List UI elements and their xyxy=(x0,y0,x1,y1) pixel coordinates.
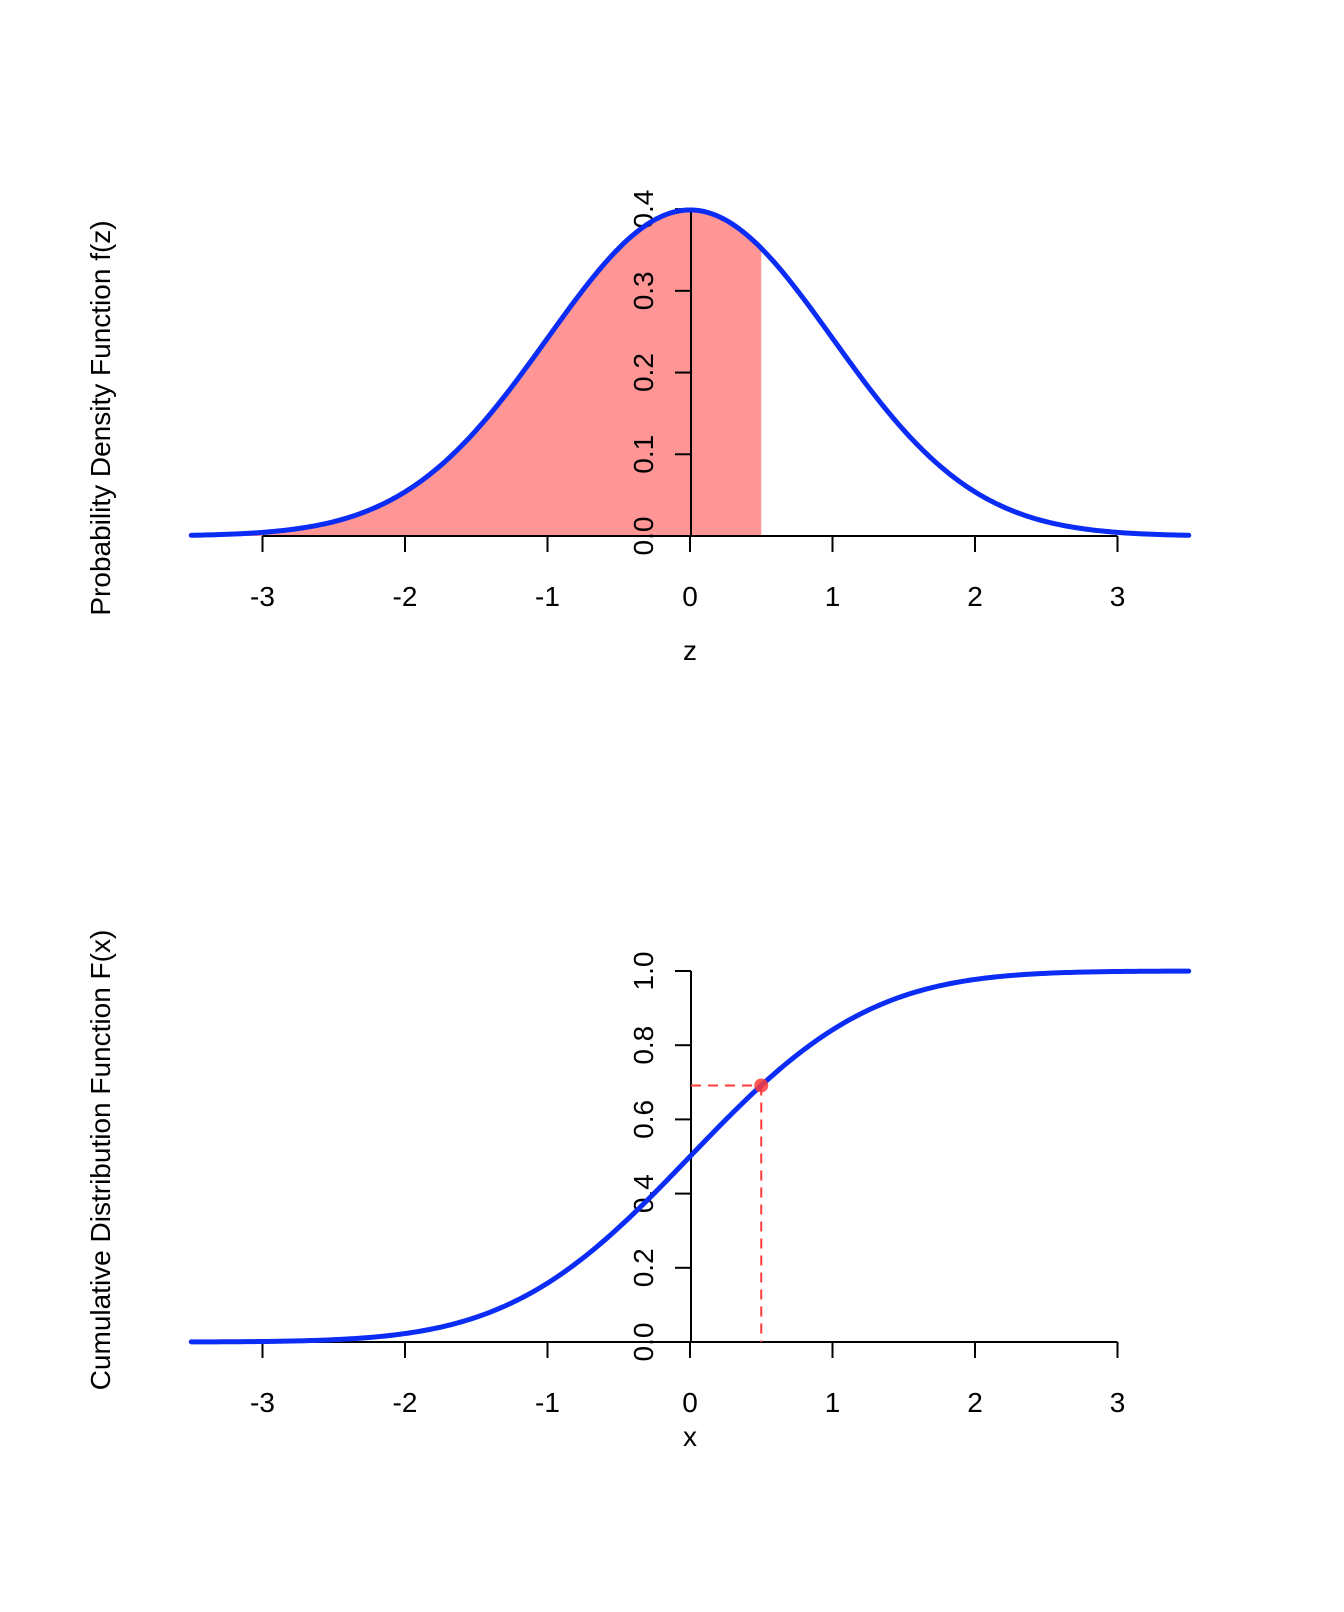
pdf-y-tick-label: 0.0 xyxy=(628,517,659,556)
pdf-x-tick-label: 2 xyxy=(967,581,983,612)
cdf-y-tick-label: 0.8 xyxy=(628,1026,659,1065)
pdf-y-tick-label: 0.2 xyxy=(628,353,659,392)
pdf-x-tick-label: 1 xyxy=(825,581,841,612)
pdf-panel: -3 -2 -1 0 1 2 30.00.10.20.30.4 z Probability … xyxy=(85,190,1192,666)
cdf-axes: -3 -2 -1 0 1 2 30.00.20.40.60.81.0 xyxy=(250,952,1125,1418)
cdf-x-tick-label: -1 xyxy=(535,1387,560,1418)
cdf-panel: -3 -2 -1 0 1 2 30.00.20.40.60.81.0 x Cumulativ… xyxy=(85,930,1192,1452)
cdf-y-tick-label: 0.2 xyxy=(628,1248,659,1287)
cdf-y-tick-label: 0.6 xyxy=(628,1100,659,1139)
cdf-x-tick-label: -3 xyxy=(250,1387,275,1418)
cdf-x-tick-label: 0 xyxy=(682,1387,698,1418)
pdf-y-tick-label: 0.3 xyxy=(628,271,659,310)
cdf-curve xyxy=(188,968,1192,1345)
cdf-x-tick-label: 1 xyxy=(825,1387,841,1418)
cdf-y-axis-title: Cumulative Distribution Function F(x) xyxy=(85,930,116,1391)
cdf-y-tick-label: 0.0 xyxy=(628,1323,659,1362)
cdf-highlight-point xyxy=(754,1078,769,1093)
cdf-y-tick-label: 1.0 xyxy=(628,952,659,991)
pdf-x-tick-label: 0 xyxy=(682,581,698,612)
cdf-x-tick-label: 2 xyxy=(967,1387,983,1418)
pdf-y-tick-label: 0.1 xyxy=(628,435,659,474)
pdf-x-tick-label: 3 xyxy=(1110,581,1126,612)
cdf-x-tick-label: 3 xyxy=(1110,1387,1126,1418)
cdf-x-tick-label: -2 xyxy=(393,1387,418,1418)
pdf-x-tick-label: -1 xyxy=(535,581,560,612)
pdf-axes: -3 -2 -1 0 1 2 30.00.10.20.30.4 xyxy=(250,190,1125,612)
pdf-y-axis-title: Probability Density Function f(z) xyxy=(85,220,116,615)
pdf-shaded-area xyxy=(191,209,762,536)
pdf-curve xyxy=(188,207,1192,538)
pdf-x-tick-label: -3 xyxy=(250,581,275,612)
cdf-x-axis-title: x xyxy=(683,1421,697,1452)
pdf-x-axis-title: z xyxy=(683,635,697,666)
pdf-x-tick-label: -2 xyxy=(393,581,418,612)
